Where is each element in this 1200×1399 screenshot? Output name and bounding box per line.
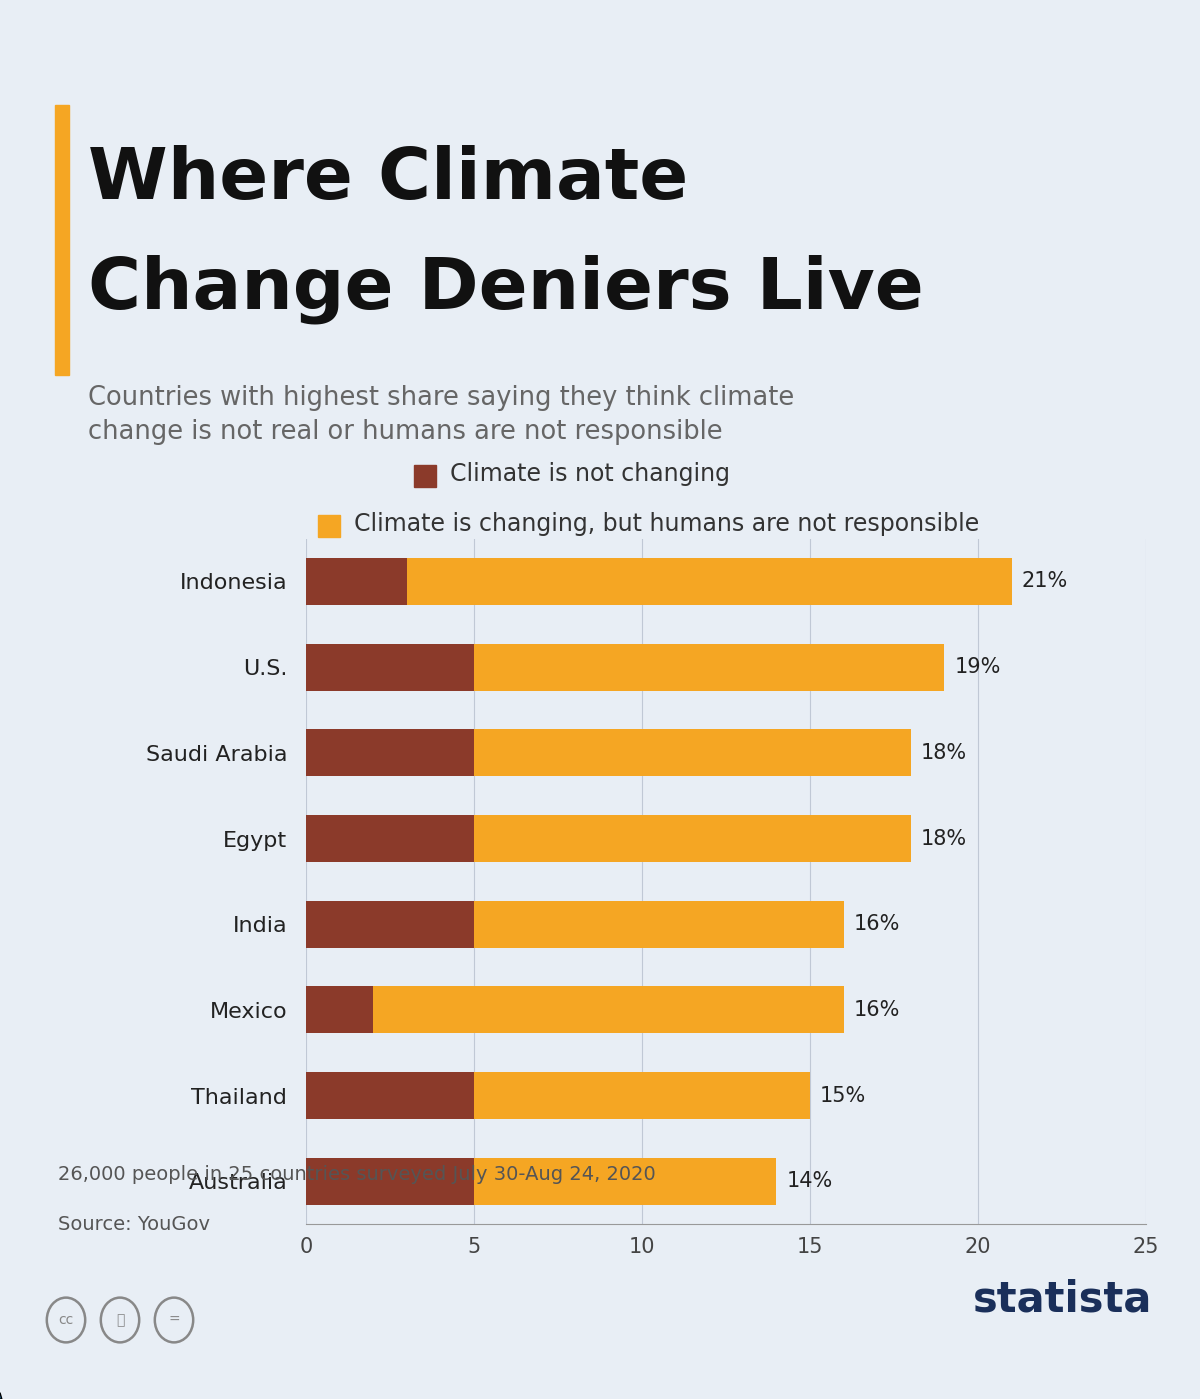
Bar [306, 901, 474, 947]
Text: Climate is not changing: Climate is not changing [450, 463, 730, 487]
Text: 19%: 19% [954, 658, 1001, 677]
Text: 21%: 21% [1021, 571, 1068, 592]
Bar [474, 729, 911, 776]
Text: statista: statista [973, 1279, 1152, 1321]
Bar [306, 986, 373, 1034]
Bar [407, 558, 1012, 604]
Text: 18%: 18% [920, 828, 967, 849]
Text: 15%: 15% [820, 1086, 866, 1105]
Text: ⓘ: ⓘ [116, 1314, 124, 1328]
Text: 26,000 people in 25 countries surveyed July 30-Aug 24, 2020: 26,000 people in 25 countries surveyed J… [58, 1165, 655, 1184]
Bar [306, 729, 474, 776]
Text: 16%: 16% [853, 914, 900, 935]
Text: Climate is changing, but humans are not responsible: Climate is changing, but humans are not … [354, 512, 979, 536]
Text: Countries with highest share saying they think climate
change is not real or hum: Countries with highest share saying they… [88, 385, 794, 445]
Text: Source: YouGov: Source: YouGov [58, 1214, 210, 1234]
Bar [474, 1158, 776, 1205]
Bar [306, 1072, 474, 1119]
Bar [373, 986, 844, 1034]
Text: 14%: 14% [786, 1171, 833, 1192]
Text: 16%: 16% [853, 1000, 900, 1020]
Text: =: = [168, 1314, 180, 1328]
Bar [306, 1158, 474, 1205]
Text: Where Climate: Where Climate [88, 145, 688, 214]
Text: Change Deniers Live: Change Deniers Live [88, 255, 923, 325]
Bar [474, 644, 944, 691]
Bar [474, 901, 844, 947]
Text: 18%: 18% [920, 743, 967, 762]
Bar [306, 558, 407, 604]
Bar [474, 816, 911, 862]
Bar [306, 644, 474, 691]
Text: cc: cc [59, 1314, 73, 1328]
Bar [306, 816, 474, 862]
Bar [474, 1072, 810, 1119]
